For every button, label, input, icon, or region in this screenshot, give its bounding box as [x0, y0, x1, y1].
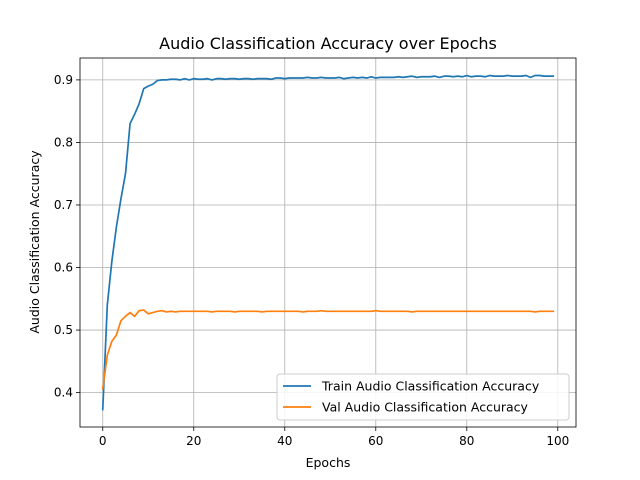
x-tick-label: 0	[99, 434, 107, 448]
y-axis-ticks: 0.4 0.5 0.6 0.7 0.8 0.9	[54, 73, 80, 400]
y-tick-label: 0.5	[54, 323, 73, 337]
x-axis-ticks: 0 20 40 60 80 100	[99, 427, 569, 448]
y-tick-label: 0.9	[54, 73, 73, 87]
y-axis-label: Audio Classification Accuracy	[27, 150, 42, 334]
legend: Train Audio Classification Accuracy Val …	[276, 373, 570, 421]
val-accuracy-line	[101, 309, 555, 390]
y-tick-label: 0.4	[54, 386, 73, 400]
legend-label-val: Val Audio Classification Accuracy	[322, 400, 529, 415]
x-axis-label: Epochs	[306, 455, 351, 470]
grid-lines	[80, 58, 576, 427]
chart-title: Audio Classification Accuracy over Epoch…	[159, 34, 497, 53]
legend-box	[276, 373, 570, 421]
series-lines	[101, 74, 555, 411]
y-tick-label: 0.8	[54, 135, 73, 149]
y-tick-label: 0.7	[54, 198, 73, 212]
y-tick-label: 0.6	[54, 261, 73, 275]
x-tick-label: 20	[186, 434, 201, 448]
x-tick-label: 40	[277, 434, 292, 448]
plot-frame	[79, 57, 577, 428]
x-tick-label: 100	[546, 434, 569, 448]
legend-label-train: Train Audio Classification Accuracy	[321, 379, 540, 394]
train-accuracy-line	[101, 74, 555, 411]
x-tick-label: 80	[459, 434, 474, 448]
x-tick-label: 60	[368, 434, 383, 448]
